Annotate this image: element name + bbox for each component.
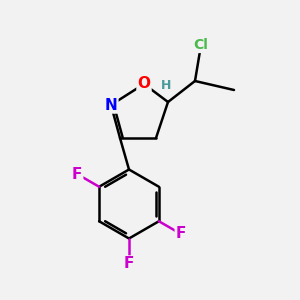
Text: N: N — [105, 98, 117, 112]
Text: Cl: Cl — [194, 38, 208, 52]
Text: O: O — [137, 76, 151, 92]
Text: H: H — [161, 79, 172, 92]
Text: F: F — [72, 167, 82, 182]
Text: F: F — [124, 256, 134, 272]
Text: F: F — [176, 226, 186, 242]
